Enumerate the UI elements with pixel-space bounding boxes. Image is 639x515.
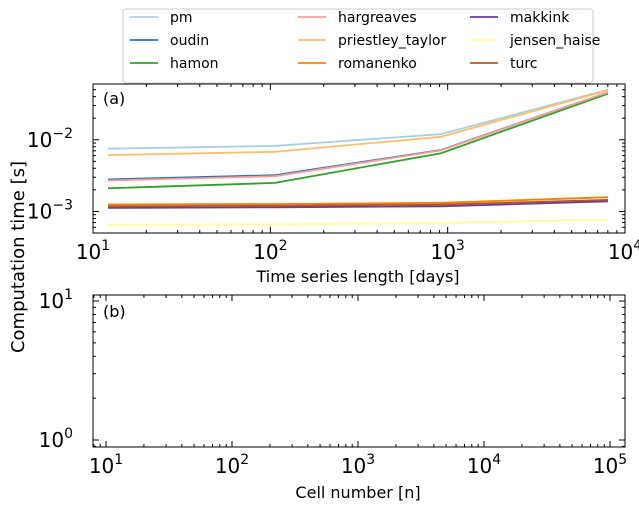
series-line-makkink [107,200,609,209]
legend-label-makkink: makkink [510,10,570,26]
legend-label-turc: turc [510,56,538,72]
y-tick-label: 10−3 [27,197,73,223]
x-tick-label: 101 [89,452,123,478]
legend: pm oudin hamon hargreaves priestley_taylorro… [122,8,600,84]
y-tick-label: 100 [39,426,73,452]
series-line-romanenko [107,196,609,206]
panel-a: 101 102 103 104 10−3 10−2 (a) Time series len… [27,83,639,286]
legend-label-hargreaves: hargreaves [338,10,417,26]
legend-label-romanenko: romanenko [338,56,417,72]
x-tick-label: 105 [593,452,627,478]
panel-a-series [107,88,609,226]
x-tick-label: 104 [608,238,639,264]
legend-label-oudin: oudin [170,33,209,49]
legend-frame [122,8,594,84]
series-line-hargreaves [107,91,609,182]
panel-b-xlabel: Cell number [n] [295,483,420,502]
legend-label-hamon: hamon [170,56,219,72]
x-tick-label: 101 [76,238,110,264]
x-tick-label: 102 [215,452,249,478]
panel-a-label: (a) [103,89,125,108]
panel-b-label: (b) [103,302,126,321]
legend-label-jensen_haise: jensen_haise [509,33,600,49]
series-line-turc [107,199,609,208]
y-tick-label: 101 [39,287,73,313]
panel-a-xlabel: Time series length [days] [255,267,459,286]
series-line-priestley_taylor [107,89,609,156]
x-tick-label: 103 [430,238,464,264]
series-line-jensen_haise [107,218,609,226]
panel-b-ticks: 101 102 103 104 105 100 101 [39,287,628,478]
legend-label-priestley_taylor: priestley_taylor [338,33,447,49]
panel-a-ticks: 101 102 103 104 10−3 10−2 [27,83,639,264]
x-tick-label: 104 [467,452,501,478]
series-line-hamon [107,92,609,190]
series-line-pm [107,88,609,150]
legend-entries: pm oudin hamon hargreaves priestley_taylorro… [130,10,600,72]
panel-a-frame [92,83,626,234]
panel-b-frame [92,294,626,448]
legend-label-pm: pm [170,10,193,26]
panel-b: 101 102 103 104 105 100 101 (b) Cell number [n… [39,287,628,502]
y-tick-label: 10−2 [27,126,73,152]
x-tick-label: 102 [253,238,287,264]
figure-ylabel: Computation time [s] [8,161,29,353]
x-tick-label: 103 [341,452,375,478]
